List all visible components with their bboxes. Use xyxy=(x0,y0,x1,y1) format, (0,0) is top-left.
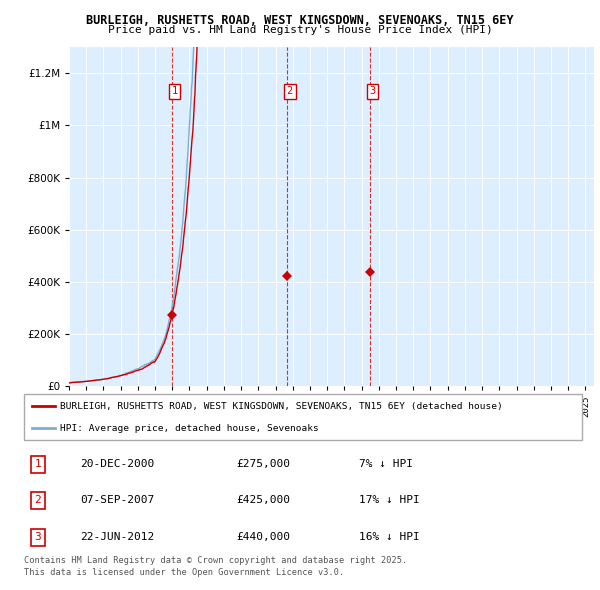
Text: £275,000: £275,000 xyxy=(236,460,290,469)
Text: HPI: Average price, detached house, Sevenoaks: HPI: Average price, detached house, Seve… xyxy=(60,424,319,432)
Text: This data is licensed under the Open Government Licence v3.0.: This data is licensed under the Open Gov… xyxy=(24,568,344,576)
Text: 20-DEC-2000: 20-DEC-2000 xyxy=(80,460,154,469)
Text: 2: 2 xyxy=(287,86,293,96)
Text: 3: 3 xyxy=(35,532,41,542)
Text: 1: 1 xyxy=(35,460,41,469)
Text: 7% ↓ HPI: 7% ↓ HPI xyxy=(359,460,413,469)
Text: 17% ↓ HPI: 17% ↓ HPI xyxy=(359,496,419,506)
Text: 2: 2 xyxy=(35,496,41,506)
Text: BURLEIGH, RUSHETTS ROAD, WEST KINGSDOWN, SEVENOAKS, TN15 6EY (detached house): BURLEIGH, RUSHETTS ROAD, WEST KINGSDOWN,… xyxy=(60,402,503,411)
Text: Price paid vs. HM Land Registry's House Price Index (HPI): Price paid vs. HM Land Registry's House … xyxy=(107,25,493,35)
Text: BURLEIGH, RUSHETTS ROAD, WEST KINGSDOWN, SEVENOAKS, TN15 6EY: BURLEIGH, RUSHETTS ROAD, WEST KINGSDOWN,… xyxy=(86,14,514,27)
Text: 07-SEP-2007: 07-SEP-2007 xyxy=(80,496,154,506)
Text: 22-JUN-2012: 22-JUN-2012 xyxy=(80,532,154,542)
FancyBboxPatch shape xyxy=(24,394,582,440)
Text: £425,000: £425,000 xyxy=(236,496,290,506)
Text: £440,000: £440,000 xyxy=(236,532,290,542)
Text: 16% ↓ HPI: 16% ↓ HPI xyxy=(359,532,419,542)
Text: Contains HM Land Registry data © Crown copyright and database right 2025.: Contains HM Land Registry data © Crown c… xyxy=(24,556,407,565)
Text: 1: 1 xyxy=(171,86,178,96)
Text: 3: 3 xyxy=(369,86,376,96)
